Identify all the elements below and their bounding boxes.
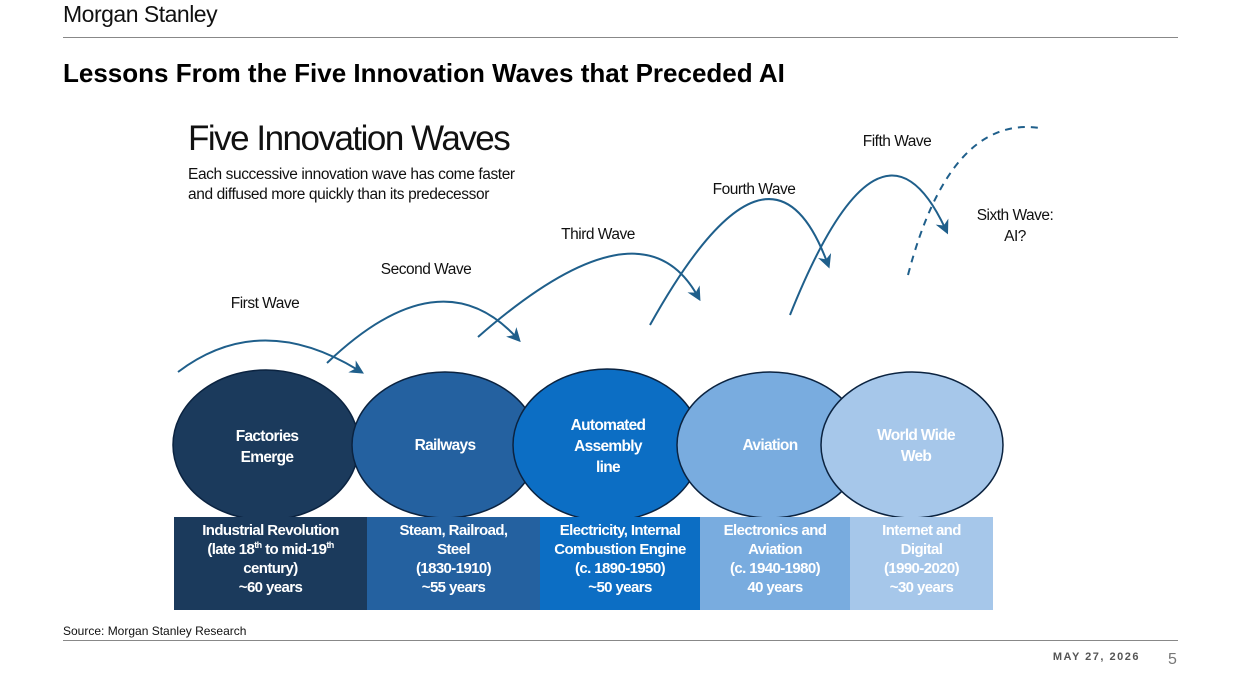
era-box: Electricity, Internal Combustion Engine … [540,517,700,610]
innovation-label: Emerge [241,449,295,466]
date: MAY 27, 2026 [1052,651,1140,663]
divider [63,640,1178,641]
wave-arrow [477,252,701,338]
wave-label: Fifth Wave [863,133,932,150]
era-text: Steel [437,541,470,558]
era-duration: 40 years [747,579,803,596]
era-duration: ~30 years [889,579,954,596]
wave-arrow [649,198,832,326]
era-text: (late 18 [207,541,255,558]
wave-arrow [789,174,949,316]
era-sup: th [326,540,334,550]
era-text: Steam, Railroad, [399,522,509,539]
era-text: Aviation [748,541,802,558]
ellipse [172,369,360,521]
slide-title: Lessons From the Five Innovation Waves t… [63,58,785,88]
page-number: 5 [1168,651,1177,668]
divider [63,37,1178,38]
era-box: Steam, Railroad, Steel (1830-1910) ~55 y… [367,517,540,610]
wave-label: Fourth Wave [713,181,796,198]
wave-label: Third Wave [561,226,635,243]
wave-label: Second Wave [381,261,471,278]
brand: Morgan Stanley [63,1,218,27]
innovation-label: Assembly [574,438,643,455]
era-text: (1990-2020) [883,560,960,577]
era-text: Internet and [882,522,961,539]
wave-arrows [177,126,1041,374]
era-box: Internet and Digital (1990-2020) ~30 yea… [850,517,993,610]
era-text: Industrial Revolution [202,522,339,539]
wave-arrow [177,339,364,374]
ellipse [820,371,1004,519]
wave-arrow [326,300,521,364]
era-duration: ~55 years [421,579,486,596]
innovation-label: Web [901,448,932,465]
era-text: Electronics and [723,522,827,539]
diagram-subtitle: Each successive innovation wave has come… [188,166,515,183]
era-box: Industrial Revolution (late 18th to mid-… [174,517,367,610]
innovation-label: Aviation [743,437,798,454]
source-note: Source: Morgan Stanley Research [63,624,247,638]
era-text: (late 18th to mid-19th [174,540,367,559]
wave-label: First Wave [231,295,299,312]
innovation-label: Factories [236,428,299,445]
wave-arrow-dashed [907,126,1041,276]
era-text: Electricity, Internal [559,522,681,539]
innovation-label: Automated [571,417,646,434]
era-text: (1830-1910) [415,560,492,577]
innovation-ellipses [172,368,1004,522]
innovation-label: line [596,459,621,476]
diagram-title: Five Innovation Waves [188,119,510,158]
innovation-label: Railways [415,437,476,454]
era-text: to mid-19 [261,541,327,558]
era-duration: ~50 years [588,579,652,596]
era-box: Electronics and Aviation (c. 1940-1980) … [700,517,850,610]
era-text: (c. 1890-1950) [574,560,666,577]
diagram-subtitle: and diffused more quickly than its prede… [188,186,489,203]
innovation-label: World Wide [877,427,956,444]
era-text: Combustion Engine [554,541,686,558]
era-text: (c. 1940-1980) [729,560,821,577]
era-duration: ~60 years [238,579,303,596]
era-text: century) [243,560,298,577]
era-text: Digital [900,541,943,558]
wave-label: Sixth Wave: [977,207,1054,224]
era-sup: th [254,540,262,550]
wave-label: AI? [1004,228,1027,245]
